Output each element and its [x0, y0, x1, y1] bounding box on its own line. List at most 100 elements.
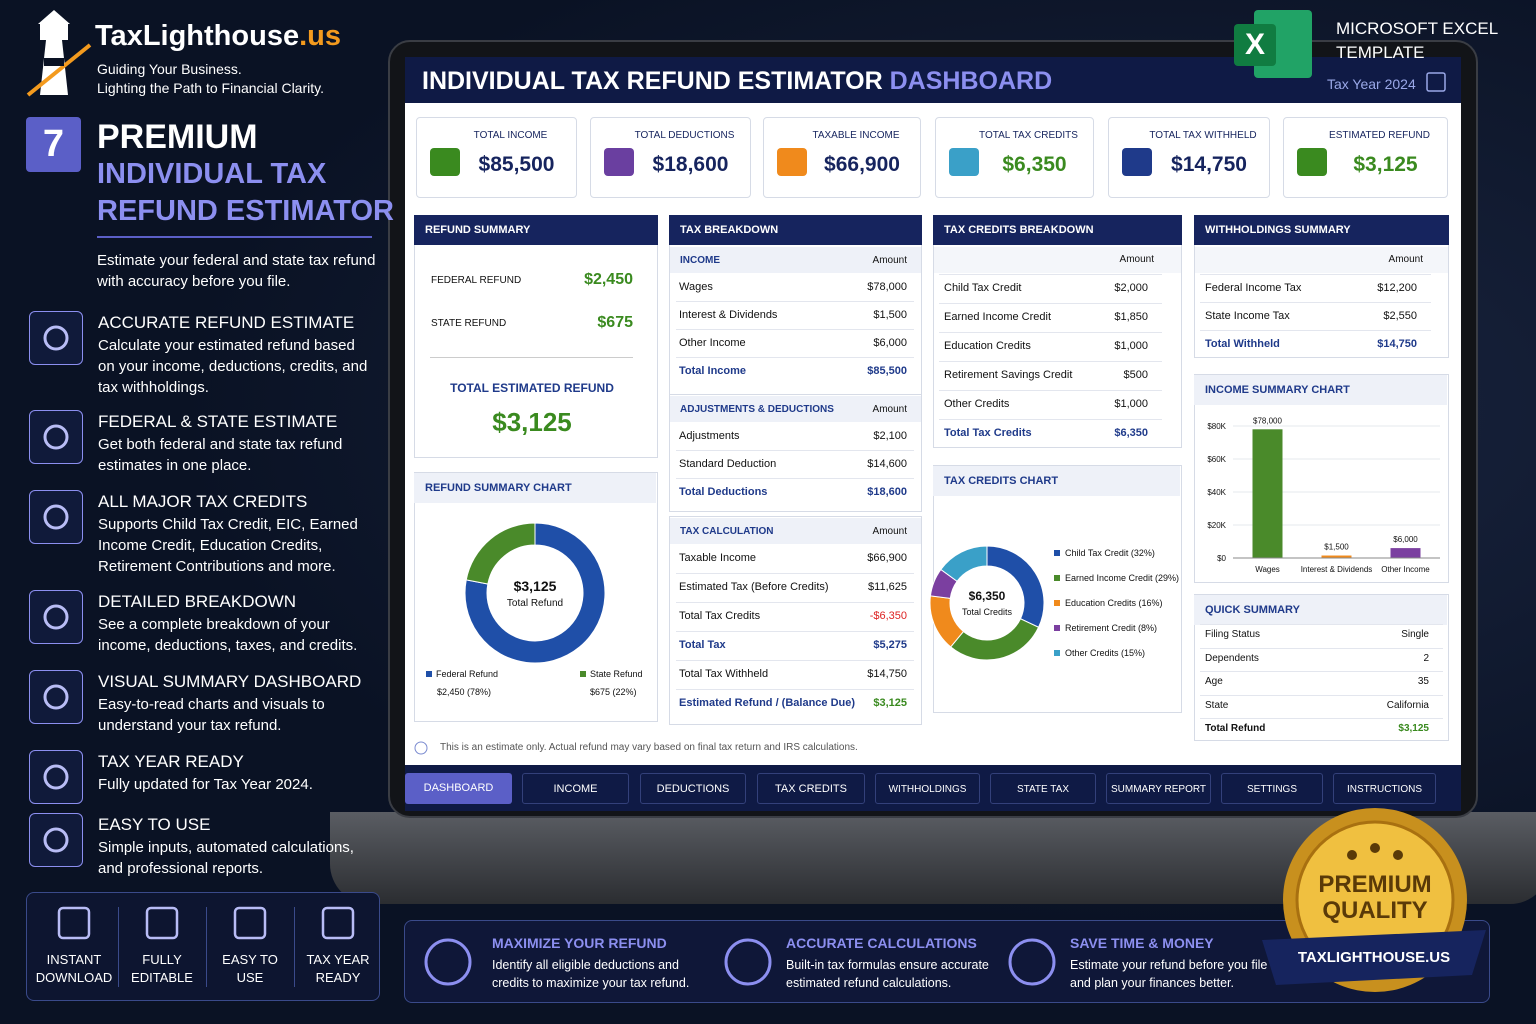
row-amount: $1,500 [873, 309, 907, 321]
tab[interactable]: DEDUCTIONS [640, 773, 746, 804]
row-amount: $6,350 [1114, 427, 1148, 439]
kpi-label: TOTAL TAX CREDITS [979, 130, 1078, 141]
row-line [939, 332, 1162, 333]
excel-line: TEMPLATE [1336, 43, 1425, 62]
tab[interactable]: WITHHOLDINGS [875, 773, 980, 804]
section-header [670, 518, 921, 544]
footer-text: Built-in tax formulas ensure accurate es… [786, 958, 989, 990]
panel-header [933, 466, 1180, 496]
kpi-label: TAXABLE INCOME [812, 130, 900, 141]
panel-title: TAX CREDITS CHART [944, 475, 1059, 487]
brand-tld: .us [299, 20, 341, 52]
feature-text: Get both federal and state tax refund es… [98, 436, 343, 474]
row-label: Interest & Dividends [679, 309, 778, 321]
badge-label: INSTANT DOWNLOAD [35, 952, 113, 985]
section-title: INCOME [680, 255, 720, 266]
feature-text: Simple inputs, automated calculations, a… [98, 839, 354, 877]
legend-label: State Refund [590, 669, 643, 679]
legend-label: Earned Income Credit (29%) [1065, 573, 1180, 583]
tab[interactable]: DASHBOARD [405, 773, 512, 804]
row-label: Total Income [679, 365, 747, 377]
row-line [1200, 718, 1443, 719]
title-accent: DASHBOARD [889, 67, 1053, 95]
tab[interactable]: INCOME [522, 773, 629, 804]
row-label: State Income Tax [1205, 310, 1290, 322]
hero-title: REFUND ESTIMATOR [97, 195, 394, 227]
panel-header [1194, 595, 1447, 625]
feature-icon [29, 410, 83, 464]
row-amount: $500 [1123, 369, 1148, 381]
footer-title: ACCURATE CALCULATIONS [786, 935, 977, 951]
tab[interactable]: SETTINGS [1221, 773, 1323, 804]
kpi-value: $6,350 [1002, 153, 1067, 176]
panel-title: TAX CREDITS BREAKDOWN [944, 224, 1094, 236]
excel-line: MICROSOFT EXCEL [1336, 19, 1499, 38]
section-amount-header: Amount [872, 526, 907, 537]
section-header [670, 247, 921, 273]
row-amount: $2,100 [873, 430, 907, 442]
feature-text: See a complete breakdown of your income,… [98, 616, 358, 654]
feature-title: ALL MAJOR TAX CREDITS [98, 492, 308, 511]
row-label: Total Deductions [679, 486, 768, 498]
row-line [1200, 302, 1431, 303]
row-amount: $2,000 [1114, 282, 1148, 294]
feature-icon [29, 670, 83, 724]
row-label: Total Tax Credits [679, 610, 761, 622]
badge-sep [294, 907, 295, 987]
summary-value: 2 [1423, 652, 1429, 664]
refund-total-label: TOTAL ESTIMATED REFUND [450, 381, 614, 395]
footer-title: MAXIMIZE YOUR REFUND [492, 935, 667, 951]
feature-icon [29, 813, 83, 867]
row-line [676, 631, 914, 632]
row-amount: $12,200 [1377, 282, 1417, 294]
panel-header [669, 215, 922, 245]
feature-title: EASY TO USE [98, 815, 211, 834]
refund-label: FEDERAL REFUND [431, 275, 522, 286]
donut-center-label: Total Refund [506, 598, 564, 609]
row-line [676, 602, 914, 603]
refund-summary [414, 215, 658, 458]
tagline: Lighting the Path to Financial Clarity. [97, 80, 324, 96]
row-line [1200, 274, 1431, 275]
divider [430, 357, 633, 358]
row-amount: $14,600 [867, 458, 907, 470]
feature-icon [29, 490, 83, 544]
tab[interactable]: STATE TAX [990, 773, 1096, 804]
row-amount: $78,000 [867, 281, 907, 293]
refund-total: $3,125 [492, 407, 572, 437]
logo [40, 40, 68, 95]
legend-label: Education Credits (16%) [1065, 598, 1163, 608]
note: This is an estimate only. Actual refund … [440, 742, 858, 753]
row-label: Total Withheld [1205, 338, 1280, 350]
row-label: Federal Income Tax [1205, 282, 1302, 294]
section-header [670, 396, 921, 422]
summary-label: Total Refund [1205, 723, 1266, 734]
row-amount: $11,625 [868, 581, 907, 593]
row-label: Total Tax Credits [944, 427, 1032, 439]
badge-sep [118, 907, 119, 987]
row-label: Total Tax [679, 639, 726, 651]
feature-title: VISUAL SUMMARY DASHBOARD [98, 672, 362, 691]
summary-value: Single [1401, 629, 1429, 640]
dashboard-title: INDIVIDUAL TAX REFUND ESTIMATOR DASHBOAR… [422, 67, 1052, 96]
kpi-card [763, 117, 921, 198]
divider [97, 236, 372, 238]
tab[interactable]: TAX CREDITS [757, 773, 865, 804]
tab[interactable]: SUMMARY REPORT [1106, 773, 1211, 804]
title-main: INDIVIDUAL TAX REFUND ESTIMATOR [422, 67, 883, 95]
tab[interactable]: INSTRUCTIONS [1333, 773, 1436, 804]
panel-header [933, 215, 1182, 245]
legend-detail: $2,450 (78%) [437, 687, 492, 697]
panel-header [1194, 375, 1447, 405]
hero-description: Estimate your federal and state tax refu… [97, 252, 376, 290]
badge-label: TAX YEAR READY [306, 952, 370, 985]
hero-title: INDIVIDUAL TAX [97, 158, 327, 190]
row-line [676, 689, 914, 690]
panel-title: REFUND SUMMARY CHART [425, 482, 572, 494]
panel-header [414, 473, 656, 503]
logo [26, 43, 92, 97]
footer-text: Estimate your refund before you file and… [1070, 958, 1268, 990]
row-line [939, 361, 1162, 362]
income-chart [1194, 374, 1449, 583]
